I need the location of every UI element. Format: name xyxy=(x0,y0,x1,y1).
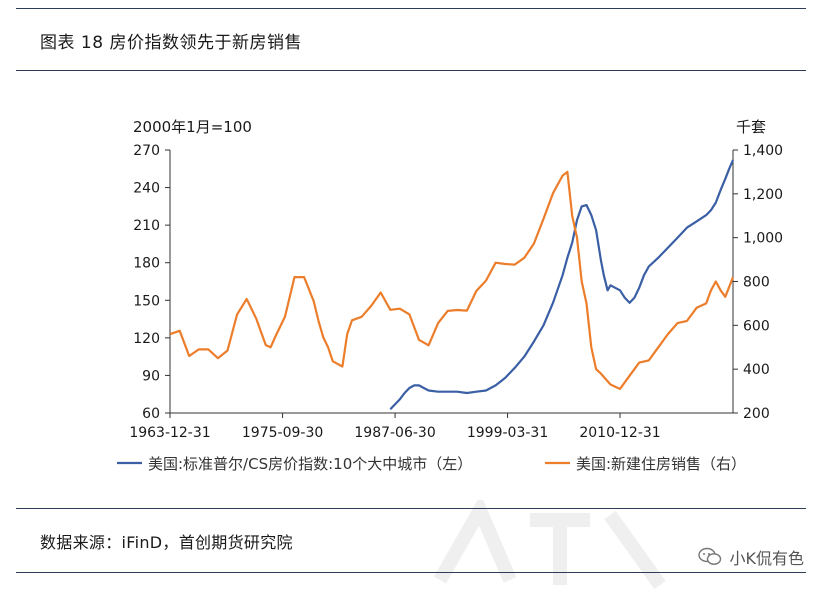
left-tick-label: 270 xyxy=(133,143,160,159)
x-tick-label: 1987-06-30 xyxy=(354,425,435,441)
right-tick-label: 600 xyxy=(743,318,770,334)
wechat-watermark: 小K侃有色 xyxy=(697,545,805,569)
left-axis-unit: 2000年1月=100 xyxy=(133,118,252,136)
right-tick-label: 400 xyxy=(743,362,770,378)
axes xyxy=(169,150,734,414)
x-tick-label: 1999-03-31 xyxy=(467,425,548,441)
right-tick-label: 1,400 xyxy=(743,143,783,159)
left-tick-label: 60 xyxy=(142,406,160,422)
left-tick-label: 180 xyxy=(133,256,160,272)
right-tick-label: 1,200 xyxy=(743,187,783,203)
wechat-icon xyxy=(697,547,721,565)
title-rule xyxy=(16,70,806,71)
bottom-rule xyxy=(16,572,806,573)
series-line-case-shiller xyxy=(389,159,735,410)
right-tick-label: 800 xyxy=(743,275,770,291)
right-tick-label: 1,000 xyxy=(743,231,783,247)
x-tick-label: 2010-12-31 xyxy=(579,425,660,441)
x-tick-label: 1963-12-31 xyxy=(129,425,210,441)
source-top-rule xyxy=(16,508,806,509)
legend-label-new-home-sales: 美国:新建住房销售（右） xyxy=(576,455,746,473)
background-watermark-graphic xyxy=(433,500,666,590)
legend-label-case-shiller: 美国:标准普尔/CS房价指数:10个大中城市（左） xyxy=(148,455,472,473)
source-note: 数据来源：iFinD，首创期货研究院 xyxy=(40,533,293,552)
watermark-text: 小K侃有色 xyxy=(729,549,805,568)
top-rule xyxy=(16,8,806,9)
x-tick-label: 1975-09-30 xyxy=(242,425,323,441)
left-tick-label: 120 xyxy=(133,331,160,347)
left-tick-label: 150 xyxy=(133,293,160,309)
right-tick-label: 200 xyxy=(743,406,770,422)
left-tick-label: 210 xyxy=(133,218,160,234)
left-tick-label: 90 xyxy=(142,368,160,384)
figure-title: 图表 18 房价指数领先于新房销售 xyxy=(40,33,302,53)
left-tick-label: 240 xyxy=(133,181,160,197)
series-line-new-home-sales xyxy=(169,170,735,390)
line-chart: 2000年1月=100 千套 270 240 210 180 150 120 90 60 1,4… xyxy=(117,118,783,473)
right-axis-unit: 千套 xyxy=(736,118,766,136)
